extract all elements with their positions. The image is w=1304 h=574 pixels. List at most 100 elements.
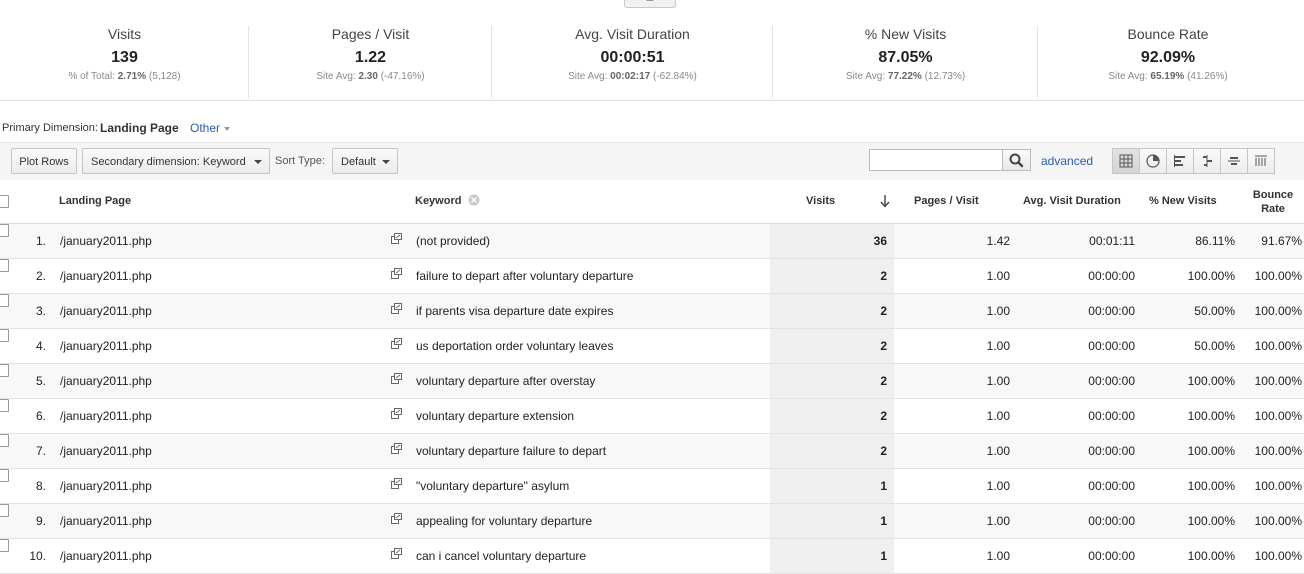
row-landing-page[interactable]: /january2011.php [60, 479, 152, 493]
view-table-button[interactable] [1112, 148, 1140, 174]
row-visits: 1 [770, 504, 894, 538]
primary-dimension-landing-page[interactable]: Landing Page [100, 121, 179, 135]
table-row[interactable]: 9. /january2011.php appealing for volunt… [0, 504, 1304, 539]
view-performance-button[interactable] [1166, 148, 1194, 174]
table-body: 1. /january2011.php (not provided) 36 1.… [0, 224, 1304, 574]
table-row[interactable]: 7. /january2011.php voluntary departure … [0, 434, 1304, 469]
header-avg-visit-duration[interactable]: Avg. Visit Duration [1023, 195, 1121, 207]
metric-subtext: % of Total: 2.71% (5,128) [68, 71, 181, 82]
table-search-input[interactable] [869, 149, 1003, 171]
row-checkbox[interactable] [0, 294, 9, 307]
row-keyword[interactable]: "voluntary departure" asylum [416, 479, 570, 493]
header-new-visits[interactable]: % New Visits [1149, 195, 1217, 207]
row-number: 3. [35, 304, 46, 318]
table-row[interactable]: 5. /january2011.php voluntary departure … [0, 364, 1304, 399]
plot-rows-button[interactable]: Plot Rows [11, 148, 77, 174]
row-visits: 2 [770, 329, 894, 363]
row-keyword[interactable]: voluntary departure extension [416, 409, 575, 423]
row-keyword[interactable]: (not provided) [416, 234, 491, 248]
metric-bounce-rate[interactable]: Bounce Rate 92.09% Site Avg: 65.19% (41.… [1038, 16, 1298, 100]
table-row[interactable]: 6. /january2011.php voluntary departure … [0, 399, 1304, 434]
row-checkbox[interactable] [0, 399, 9, 412]
header-keyword[interactable]: Keyword [415, 194, 480, 207]
row-landing-page[interactable]: /january2011.php [60, 234, 152, 248]
table-row[interactable]: 3. /january2011.php if parents visa depa… [0, 294, 1304, 329]
row-pages-per-visit: 1.00 [986, 269, 1010, 283]
row-landing-page[interactable]: /january2011.php [60, 339, 152, 353]
row-avg-duration: 00:00:00 [1088, 549, 1135, 563]
row-landing-page[interactable]: /january2011.php [60, 374, 152, 388]
row-checkbox[interactable] [0, 539, 9, 552]
open-page-icon[interactable] [391, 513, 403, 527]
open-page-icon[interactable] [391, 373, 403, 387]
open-page-icon[interactable] [391, 478, 403, 492]
open-page-icon[interactable] [391, 443, 403, 457]
collapse-tab[interactable] [624, 0, 676, 8]
header-bounce-rate[interactable]: Bounce Rate [1250, 188, 1296, 216]
row-checkbox[interactable] [0, 224, 9, 237]
row-avg-duration: 00:00:00 [1088, 514, 1135, 528]
sort-type-dropdown[interactable]: Default [332, 148, 398, 174]
row-landing-page[interactable]: /january2011.php [60, 269, 152, 283]
metric-pages-per-visit[interactable]: Pages / Visit 1.22 Site Avg: 2.30 (-47.1… [249, 16, 492, 100]
header-landing-page[interactable]: Landing Page [59, 195, 132, 207]
secondary-dimension-dropdown[interactable]: Secondary dimension: Keyword [82, 148, 270, 174]
open-page-icon[interactable] [391, 268, 403, 282]
row-landing-page[interactable]: /january2011.php [60, 444, 152, 458]
row-pages-per-visit: 1.00 [986, 304, 1010, 318]
metric-visits[interactable]: Visits 139 % of Total: 2.71% (5,128) [0, 16, 249, 100]
table-row[interactable]: 1. /january2011.php (not provided) 36 1.… [0, 224, 1304, 259]
open-page-icon[interactable] [391, 303, 403, 317]
row-landing-page[interactable]: /january2011.php [60, 514, 152, 528]
row-checkbox[interactable] [0, 469, 9, 482]
table-row[interactable]: 4. /january2011.php us deportation order… [0, 329, 1304, 364]
advanced-filter-link[interactable]: advanced [1041, 154, 1094, 168]
row-checkbox[interactable] [0, 364, 9, 377]
select-all-checkbox[interactable] [0, 195, 9, 208]
pivot-icon [1255, 155, 1267, 166]
metric-new-visits[interactable]: % New Visits 87.05% Site Avg: 77.22% (12… [773, 16, 1038, 100]
open-page-icon[interactable] [391, 338, 403, 352]
remove-dimension-icon[interactable] [468, 194, 480, 206]
row-keyword[interactable]: us deportation order voluntary leaves [416, 339, 614, 353]
collapse-arrow-icon [646, 0, 654, 1]
sort-desc-arrow-icon[interactable] [879, 194, 891, 211]
table-row[interactable]: 10. /january2011.php can i cancel volunt… [0, 539, 1304, 574]
row-keyword[interactable]: failure to depart after voluntary depart… [416, 269, 634, 283]
row-number: 8. [35, 479, 46, 493]
open-page-icon[interactable] [391, 408, 403, 422]
row-new-visits: 100.00% [1187, 444, 1235, 458]
row-new-visits: 100.00% [1187, 409, 1235, 423]
row-avg-duration: 00:00:00 [1088, 444, 1135, 458]
row-keyword[interactable]: voluntary departure failure to depart [416, 444, 607, 458]
view-comparison-button[interactable] [1193, 148, 1221, 174]
row-landing-page[interactable]: /january2011.php [60, 409, 152, 423]
row-new-visits: 50.00% [1194, 339, 1235, 353]
row-checkbox[interactable] [0, 434, 9, 447]
search-button[interactable] [1002, 149, 1031, 171]
open-page-icon[interactable] [391, 548, 403, 562]
header-pages-per-visit[interactable]: Pages / Visit [914, 195, 979, 207]
row-checkbox[interactable] [0, 329, 9, 342]
view-pivot-button[interactable] [1247, 148, 1275, 174]
header-visits[interactable]: Visits [806, 195, 836, 207]
row-keyword[interactable]: appealing for voluntary departure [416, 514, 593, 528]
row-checkbox[interactable] [0, 259, 9, 272]
row-keyword[interactable]: can i cancel voluntary departure [416, 549, 587, 563]
row-landing-page[interactable]: /january2011.php [60, 549, 152, 563]
view-term-cloud-button[interactable] [1220, 148, 1248, 174]
row-new-visits: 50.00% [1194, 304, 1235, 318]
open-page-icon[interactable] [391, 233, 403, 247]
row-checkbox[interactable] [0, 504, 9, 517]
row-keyword[interactable]: if parents visa departure date expires [416, 304, 614, 318]
primary-dimension-other[interactable]: Other [190, 119, 231, 137]
table-row[interactable]: 2. /january2011.php failure to depart af… [0, 259, 1304, 294]
view-pie-button[interactable] [1139, 148, 1167, 174]
table-row[interactable]: 8. /january2011.php "voluntary departure… [0, 469, 1304, 504]
header-bounce-line2: Rate [1261, 203, 1285, 215]
metric-avg-visit-duration[interactable]: Avg. Visit Duration 00:00:51 Site Avg: 0… [492, 16, 773, 100]
row-new-visits: 100.00% [1187, 479, 1235, 493]
row-keyword[interactable]: voluntary departure after overstay [416, 374, 596, 388]
row-landing-page[interactable]: /january2011.php [60, 304, 152, 318]
row-avg-duration: 00:00:00 [1088, 269, 1135, 283]
